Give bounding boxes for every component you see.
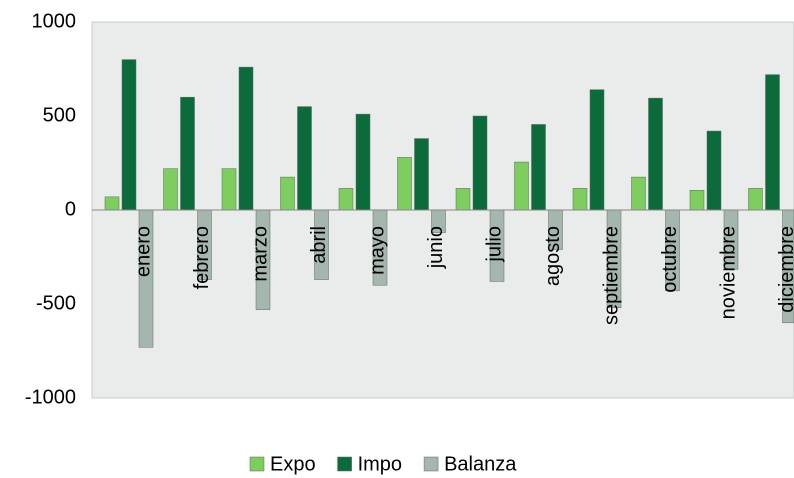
x-tick-label: diciembre [776,226,794,313]
y-tick-label: 500 [43,104,76,126]
bar [297,106,312,211]
y-tick-label: -1000 [25,386,76,408]
y-tick-label: 0 [65,198,76,220]
x-tick-label: septiembre [600,226,622,325]
bar [531,124,546,211]
bar [221,168,237,211]
x-tick-label: abril [308,226,330,264]
bar [689,190,705,211]
bar [414,138,429,211]
bar [355,113,371,211]
bar [572,188,588,211]
legend-label: Expo [270,453,316,475]
bar [472,115,488,211]
bar [589,89,605,211]
bar [748,188,763,211]
y-tick-label: -500 [36,292,76,314]
legend-swatch [249,456,265,472]
legend-swatch [423,456,439,472]
legend-swatch [337,456,352,472]
x-tick-label: enero [132,226,154,277]
legend-label: Balanza [444,453,517,475]
y-tick-label: 1000 [32,10,77,32]
bar [765,74,780,211]
bar [163,168,178,211]
bar [238,66,254,211]
bar [121,59,137,211]
legend-label: Impo [358,453,402,475]
bar [180,96,195,211]
bar [706,130,722,211]
bar [397,157,412,211]
bar [280,176,295,211]
bar [455,188,471,211]
x-tick-label: julio [483,226,505,263]
bar [338,188,354,211]
bar [514,161,529,211]
x-tick-label: junio [425,226,447,269]
x-tick-label: marzo [249,226,271,282]
x-tick-label: febrero [191,226,213,289]
x-tick-label: mayo [366,226,388,275]
bar [648,97,663,211]
bar [631,176,646,211]
bar [104,196,120,211]
x-tick-label: noviembre [717,226,739,319]
x-tick-label: agosto [542,226,564,286]
x-tick-label: octubre [659,226,681,293]
